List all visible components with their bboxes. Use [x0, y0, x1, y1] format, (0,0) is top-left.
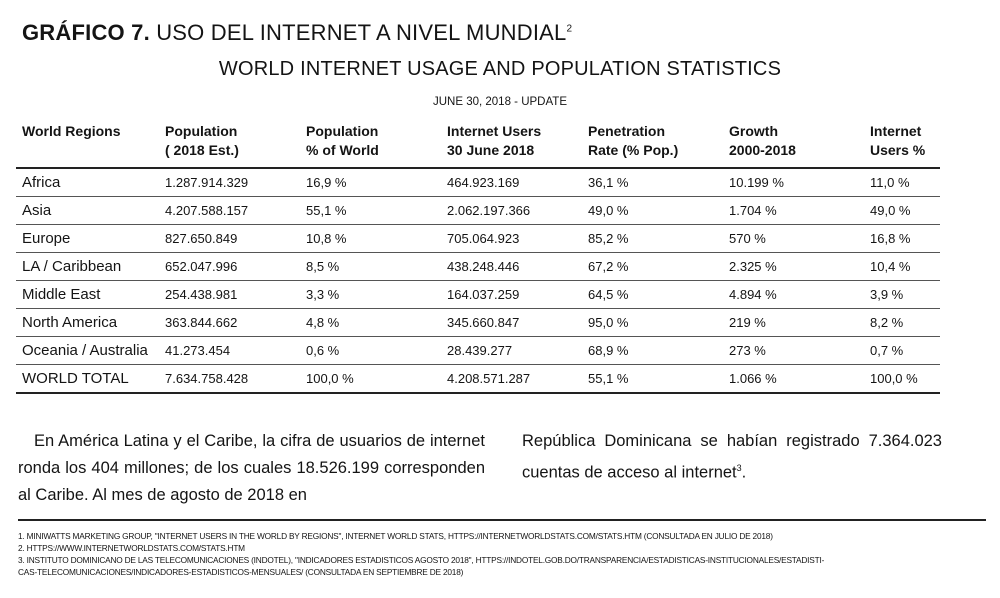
cell-region: Middle East [16, 280, 159, 309]
cell-growth: 219 % [723, 308, 864, 337]
cell-population-pct: 0,6 % [300, 336, 441, 365]
header-growth: Growth 2000-2018 [723, 118, 864, 169]
cell-internet-users: 164.037.259 [441, 280, 582, 309]
cell-population: 363.844.662 [159, 308, 300, 337]
table-row: Europe 827.650.849 10,8 % 705.064.923 85… [16, 224, 940, 253]
cell-users-pct: 49,0 % [864, 196, 940, 225]
cell-users-pct: 8,2 % [864, 308, 940, 337]
cell-penetration: 49,0 % [582, 196, 723, 225]
cell-penetration: 85,2 % [582, 224, 723, 253]
cell-population-pct: 16,9 % [300, 168, 441, 197]
header-population: Population( 2018 Est.) [159, 118, 300, 169]
footnote-ref: 3 [736, 463, 742, 473]
cell-growth: 2.325 % [723, 252, 864, 281]
cell-internet-users: 28.439.277 [441, 336, 582, 365]
table-row: Middle East 254.438.981 3,3 % 164.037.25… [16, 280, 940, 309]
footnote-divider [18, 519, 986, 521]
cell-internet-users: 2.062.197.366 [441, 196, 582, 225]
table-row-total: WORLD TOTAL 7.634.758.428 100,0 % 4.208.… [16, 364, 940, 394]
cell-population: 7.634.758.428 [159, 364, 300, 394]
body-paragraph-left: En América Latina y el Caribe, la cifra … [18, 432, 485, 504]
cell-growth: 4.894 % [723, 280, 864, 309]
cell-population: 1.287.914.329 [159, 168, 300, 197]
cell-growth: 1.704 % [723, 196, 864, 225]
table-row: Oceania / Australia 41.273.454 0,6 % 28.… [16, 336, 940, 365]
header-world-regions: World Regions [16, 118, 159, 169]
footnote-item: 3. INSTITUTO DOMINICANO DE LAS TELECOMUN… [18, 555, 825, 565]
cell-population-pct: 10,8 % [300, 224, 441, 253]
cell-region: LA / Caribbean [16, 252, 159, 281]
cell-population-pct: 4,8 % [300, 308, 441, 337]
cell-penetration: 55,1 % [582, 364, 723, 394]
cell-population: 827.650.849 [159, 224, 300, 253]
table-row: Africa 1.287.914.329 16,9 % 464.923.169 … [16, 168, 940, 197]
cell-region: Europe [16, 224, 159, 253]
cell-population: 254.438.981 [159, 280, 300, 309]
cell-users-pct: 100,0 % [864, 364, 940, 394]
cell-population: 4.207.588.157 [159, 196, 300, 225]
table-header-row: World Regions Population( 2018 Est.) Pop… [16, 118, 940, 169]
header-population-pct-world: Population% of World [300, 118, 441, 169]
cell-internet-users: 464.923.169 [441, 168, 582, 197]
cell-region: Africa [16, 168, 159, 197]
cell-penetration: 68,9 % [582, 336, 723, 365]
cell-internet-users: 705.064.923 [441, 224, 582, 253]
figure-title: USO DEL INTERNET A NIVEL MUNDIAL [156, 20, 567, 45]
header-penetration-rate: Penetration Rate (% Pop.) [582, 118, 723, 169]
body-paragraph-right: República Dominicana se habían registrad… [522, 432, 942, 482]
table-subtitle: JUNE 30, 2018 - UPDATE [432, 96, 567, 108]
cell-population-pct: 55,1 % [300, 196, 441, 225]
cell-growth: 10.199 % [723, 168, 864, 197]
footnote-ref: 2 [566, 23, 573, 35]
cell-growth: 570 % [723, 224, 864, 253]
cell-penetration: 36,1 % [582, 168, 723, 197]
cell-internet-users: 345.660.847 [441, 308, 582, 337]
figure-label: GRÁFICO 7. [22, 20, 150, 45]
footnotes: 1. MINIWATTS MARKETING GROUP, "INTERNET … [18, 530, 986, 578]
cell-users-pct: 10,4 % [864, 252, 940, 281]
footnote-item: 1. MINIWATTS MARKETING GROUP, "INTERNET … [18, 531, 773, 541]
footnote-item: 2. HTTPS://WWW.INTERNETWORLDSTATS.COM/ST… [18, 543, 245, 553]
cell-internet-users: 4.208.571.287 [441, 364, 582, 394]
table-row: Asia 4.207.588.157 55,1 % 2.062.197.366 … [16, 196, 940, 225]
footnote-item: CAS-TELECOMUNICACIONES/INDICADORES-ESTAD… [18, 567, 464, 577]
cell-population-pct: 3,3 % [300, 280, 441, 309]
cell-population: 41.273.454 [159, 336, 300, 365]
figure-heading: GRÁFICO 7. USO DEL INTERNET A NIVEL MUND… [22, 20, 572, 46]
cell-penetration: 67,2 % [582, 252, 723, 281]
cell-growth: 1.066 % [723, 364, 864, 394]
cell-region: North America [16, 308, 159, 337]
cell-region: Oceania / Australia [16, 336, 159, 365]
header-internet-users: Internet Users 30 June 2018 [441, 118, 582, 169]
cell-penetration: 95,0 % [582, 308, 723, 337]
header-internet-users-pct: Internet Users % [864, 118, 940, 169]
cell-penetration: 64,5 % [582, 280, 723, 309]
cell-users-pct: 16,8 % [864, 224, 940, 253]
cell-region: Asia [16, 196, 159, 225]
cell-growth: 273 % [723, 336, 864, 365]
cell-internet-users: 438.248.446 [441, 252, 582, 281]
cell-population: 652.047.996 [159, 252, 300, 281]
cell-population-pct: 100,0 % [300, 364, 441, 394]
table-row: North America 363.844.662 4,8 % 345.660.… [16, 308, 940, 337]
table-row: LA / Caribbean 652.047.996 8,5 % 438.248… [16, 252, 940, 281]
internet-stats-table: World Regions Population( 2018 Est.) Pop… [16, 118, 940, 394]
cell-users-pct: 0,7 % [864, 336, 940, 365]
cell-region: WORLD TOTAL [16, 364, 159, 394]
cell-population-pct: 8,5 % [300, 252, 441, 281]
table-title: WORLD INTERNET USAGE AND POPULATION STAT… [218, 58, 782, 80]
cell-users-pct: 11,0 % [864, 168, 940, 197]
cell-users-pct: 3,9 % [864, 280, 940, 309]
